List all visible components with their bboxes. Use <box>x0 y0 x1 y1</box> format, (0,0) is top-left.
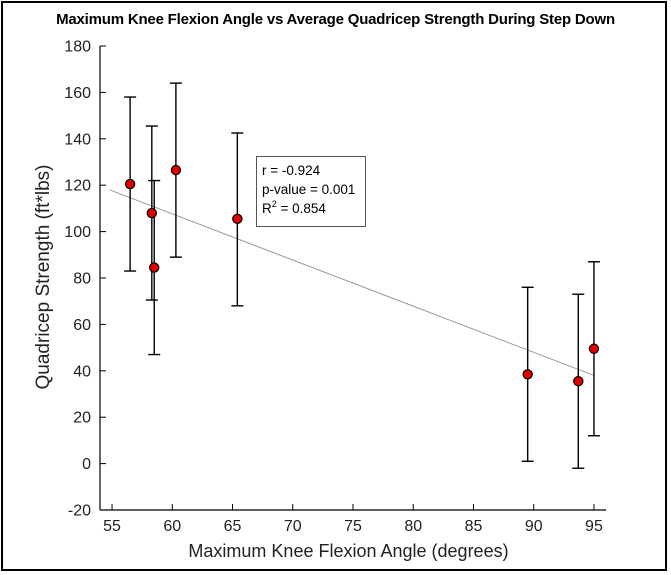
data-point <box>170 164 182 176</box>
data-point <box>124 178 136 190</box>
y-tick-label: 180 <box>64 39 91 56</box>
stat-p-value: p-value = 0.001 <box>262 182 356 197</box>
y-tick-label: 40 <box>73 363 91 380</box>
x-tick-label: 75 <box>344 518 362 535</box>
trendline <box>109 189 595 376</box>
x-tick-label: 85 <box>465 518 483 535</box>
y-tick-label: 0 <box>82 456 91 473</box>
data-point <box>522 369 533 380</box>
trendline-group <box>109 189 595 376</box>
x-tick-label: 95 <box>585 518 603 535</box>
stat-r2-prefix: R <box>262 201 272 216</box>
data-point <box>232 213 243 225</box>
y-tick-label: 60 <box>73 317 91 334</box>
error-bars <box>124 82 600 469</box>
chart-title: Maximum Knee Flexion Angle vs Average Qu… <box>56 11 615 28</box>
x-tick-label: 55 <box>103 518 121 535</box>
data-point <box>573 376 584 387</box>
stat-r2-value: = 0.854 <box>276 201 326 216</box>
stat-r-squared: R2 = 0.854 <box>262 199 365 218</box>
y-tick-label: 80 <box>73 271 91 288</box>
y-tick-label: 100 <box>64 224 91 241</box>
y-tick-label: 140 <box>64 131 91 148</box>
x-tick-label: 80 <box>404 518 422 535</box>
data-points <box>124 164 600 387</box>
x-tick-label: 60 <box>163 518 181 535</box>
axes: -20 0 20 40 60 80 100 120 140 160 180 55 60 65 70 75 80 8… <box>64 39 606 535</box>
x-tick-label: 65 <box>224 518 242 535</box>
data-point <box>146 207 158 219</box>
stat-r: r = -0.924 <box>262 163 321 178</box>
stat-r2-superscript: 2 <box>271 199 277 209</box>
statistics-box: r = -0.924 p-value = 0.001 R2 = 0.854 <box>256 156 366 227</box>
y-tick-label: 20 <box>73 410 91 427</box>
x-tick-label: 70 <box>284 518 302 535</box>
y-tick-label: -20 <box>68 503 91 520</box>
x-axis-label: Maximum Knee Flexion Angle (degrees) <box>188 541 509 561</box>
data-point <box>149 262 160 273</box>
data-point <box>588 343 600 354</box>
y-tick-label: 120 <box>64 178 91 195</box>
y-tick-label: 160 <box>64 85 91 102</box>
x-tick-label: 90 <box>525 518 543 535</box>
